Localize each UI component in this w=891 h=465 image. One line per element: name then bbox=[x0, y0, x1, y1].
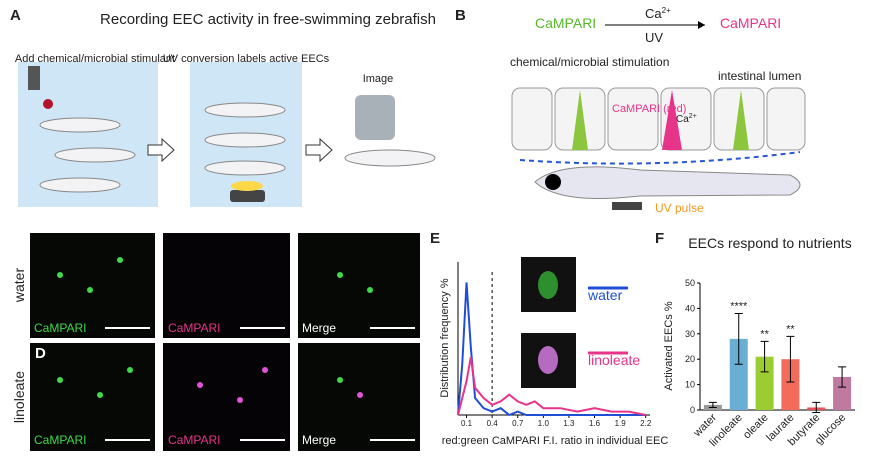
lumen: intestinal lumen bbox=[718, 69, 801, 83]
step-label: UV conversion labels active EECs bbox=[163, 53, 330, 65]
significance: ** bbox=[786, 323, 795, 335]
cells bbox=[511, 87, 806, 151]
panel-letter: A bbox=[10, 7, 21, 24]
row-label: water bbox=[11, 268, 27, 304]
bar bbox=[781, 359, 800, 410]
error-bar bbox=[838, 366, 847, 388]
green-eec bbox=[572, 90, 588, 150]
red-eec bbox=[662, 90, 682, 150]
panel-letter: D bbox=[35, 345, 46, 362]
row-label: linoleate bbox=[11, 371, 27, 423]
step-label: Add chemical/microbial stimulant bbox=[15, 53, 175, 65]
channel-label: Merge bbox=[302, 321, 336, 335]
dropper bbox=[28, 66, 40, 90]
y-tick-label: 30 bbox=[685, 329, 695, 339]
chart-title: EECs respond to nutrients bbox=[688, 235, 851, 251]
x-tick-label: 0.7 bbox=[512, 419, 524, 428]
y-axis-label: Activated EECs % bbox=[663, 301, 675, 390]
uv-light bbox=[231, 181, 263, 191]
channel-label: CaMPARI bbox=[34, 433, 86, 447]
red-label: CaMPARI (red) bbox=[612, 103, 686, 115]
x-axis-label: red:green CaMPARI F.I. ratio in individu… bbox=[442, 435, 669, 447]
y-tick-label: 50 bbox=[685, 278, 695, 288]
campari-red: CaMPARI bbox=[720, 15, 781, 31]
ca: Ca bbox=[676, 114, 689, 125]
green-eec bbox=[733, 90, 749, 150]
panel-letter: B bbox=[455, 7, 466, 24]
x-tick-label: 1.6 bbox=[589, 419, 601, 428]
step-label: Image bbox=[363, 73, 394, 85]
inset-cell bbox=[538, 271, 558, 299]
significance: **** bbox=[730, 300, 748, 312]
uv-pulse: UV pulse bbox=[655, 201, 704, 215]
campari-green: CaMPARI bbox=[535, 15, 596, 31]
legend-label: linoleate bbox=[588, 352, 640, 368]
channel-label: Merge bbox=[302, 433, 336, 447]
bar bbox=[833, 376, 852, 410]
x-tick-label: 2.2 bbox=[640, 419, 652, 428]
bar bbox=[755, 356, 774, 410]
bar bbox=[729, 338, 748, 410]
x-tick-label: 1.3 bbox=[563, 419, 575, 428]
error-bar bbox=[708, 401, 717, 408]
error-bar bbox=[760, 340, 769, 373]
uv-lamp bbox=[230, 190, 265, 202]
drop bbox=[43, 99, 53, 109]
x-tick-label: 1.0 bbox=[538, 419, 550, 428]
error-bar bbox=[812, 401, 821, 414]
series-line bbox=[457, 282, 646, 417]
channel-label: CaMPARI bbox=[168, 433, 220, 447]
ca: Ca bbox=[645, 6, 662, 21]
panel-letter: F bbox=[655, 230, 664, 247]
fish-eye bbox=[545, 174, 561, 190]
series-line bbox=[457, 357, 646, 416]
y-axis-label: Distribution frequency % bbox=[439, 278, 451, 397]
channel-label: CaMPARI bbox=[168, 321, 220, 335]
gut-line bbox=[519, 151, 801, 165]
y-tick-label: 10 bbox=[685, 380, 695, 390]
y-tick-label: 0 bbox=[690, 405, 695, 415]
arrowhead bbox=[698, 21, 705, 29]
error-bar bbox=[786, 335, 795, 383]
y-tick-label: 20 bbox=[685, 354, 695, 364]
scale-bars bbox=[105, 327, 415, 441]
ca-label: Ca2+ bbox=[645, 6, 671, 21]
ca-cell: Ca2+ bbox=[676, 113, 697, 125]
fish bbox=[534, 166, 801, 200]
x-tick-label: 1.9 bbox=[615, 419, 627, 428]
inset-cell bbox=[538, 346, 558, 374]
micrographs bbox=[30, 233, 420, 451]
x-tick-label: 0.1 bbox=[461, 419, 473, 428]
arrow bbox=[147, 137, 333, 163]
error-bar bbox=[734, 312, 743, 365]
x-tick-label: 0.4 bbox=[487, 419, 499, 428]
significance: ** bbox=[760, 328, 769, 340]
fish-group bbox=[39, 102, 436, 193]
y-tick-label: 40 bbox=[685, 303, 695, 313]
uv-label: UV bbox=[645, 30, 663, 45]
uv-lamp bbox=[612, 202, 642, 210]
objective bbox=[355, 95, 395, 140]
ca-sup: 2+ bbox=[689, 113, 697, 120]
panel-title: Recording EEC activity in free-swimming … bbox=[100, 11, 436, 28]
panel-letter: E bbox=[430, 230, 440, 247]
legend-label: water bbox=[587, 287, 623, 303]
ca-sup: 2+ bbox=[662, 6, 671, 15]
stimulation: chemical/microbial stimulation bbox=[510, 55, 669, 69]
channel-label: CaMPARI bbox=[34, 321, 86, 335]
